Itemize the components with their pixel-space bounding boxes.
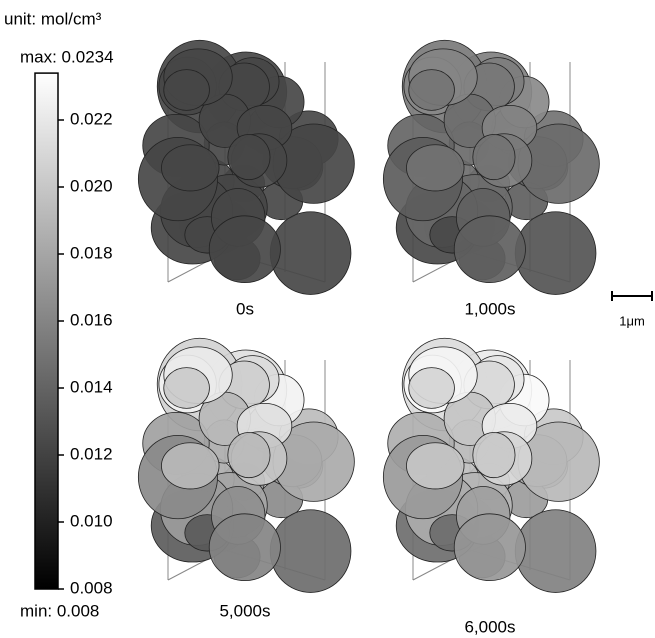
particle (454, 216, 525, 283)
unit-label: unit: mol/cm³ (4, 9, 102, 28)
min-label: min: 0.008 (20, 601, 99, 620)
panel (383, 338, 599, 592)
tick-label: 0.012 (70, 444, 113, 463)
particle (270, 212, 351, 295)
particle (515, 510, 596, 593)
scale-bar-label: 1μm (619, 313, 645, 328)
colorbar (35, 73, 58, 589)
particle (161, 443, 219, 489)
panel-label: 5,000s (219, 601, 270, 620)
particle (409, 368, 455, 409)
tick-label: 0.020 (70, 176, 113, 195)
tick-label: 0.016 (70, 310, 113, 329)
tick-label: 0.022 (70, 109, 113, 128)
particle (161, 145, 219, 191)
particle (454, 514, 525, 581)
particle (164, 70, 210, 111)
tick-label: 0.010 (70, 511, 113, 530)
tick-label: 0.018 (70, 243, 113, 262)
particle (473, 134, 515, 179)
panel (383, 40, 599, 294)
figure: unit: mol/cm³ max: 0.0234 min: 0.008 1μm… (0, 0, 655, 638)
particle (515, 212, 596, 295)
particle (409, 70, 455, 111)
particle (228, 134, 270, 179)
panel-label: 1,000s (464, 299, 515, 318)
particle (270, 510, 351, 593)
particle (406, 145, 464, 191)
tick-label: 0.008 (70, 578, 113, 597)
panel (138, 338, 354, 592)
page: unit: mol/cm³ max: 0.0234 min: 0.008 1μm… (0, 0, 655, 638)
max-label: max: 0.0234 (20, 47, 114, 66)
particle (406, 443, 464, 489)
particle (209, 514, 280, 581)
particle (228, 432, 270, 477)
panel-label: 6,000s (464, 617, 515, 636)
particle (209, 216, 280, 283)
particle (473, 432, 515, 477)
panel-label: 0s (236, 299, 254, 318)
tick-label: 0.014 (70, 377, 113, 396)
particle (164, 368, 210, 409)
panel (138, 40, 354, 294)
